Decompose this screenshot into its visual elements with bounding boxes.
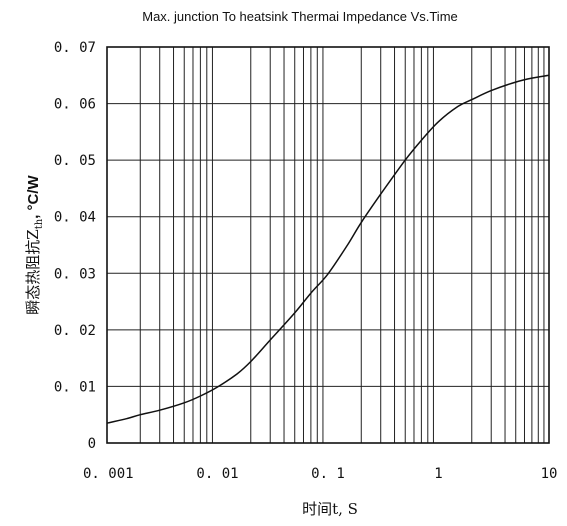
- y-tick-label: 0. 02: [54, 323, 96, 339]
- impedance-curve: [106, 74, 550, 424]
- y-axis-label-main: 瞬态热阻抗Z: [24, 229, 42, 314]
- y-tick-label: 0. 03: [54, 266, 96, 282]
- y-axis-label-unit: , °C/W: [25, 174, 42, 218]
- y-axis-label: 瞬态热阻抗Zth, °C/W: [24, 174, 45, 314]
- x-tick-label: 10: [541, 466, 558, 482]
- x-tick-label: 0. 001: [83, 466, 134, 482]
- x-tick-label: 0. 1: [311, 466, 345, 482]
- y-tick-label: 0: [88, 436, 96, 452]
- plot-frame: [106, 46, 550, 444]
- y-axis-label-subscript: th: [34, 218, 45, 229]
- x-tick-label: 1: [434, 466, 442, 482]
- y-tick-label: 0. 07: [54, 40, 96, 56]
- y-tick-label: 0. 05: [54, 153, 96, 169]
- y-tick-label: 0. 06: [54, 97, 96, 113]
- x-tick-label: 0. 01: [196, 466, 238, 482]
- y-tick-labels: 0 0. 01 0. 02 0. 03 0. 04 0. 05 0. 06 0. 07: [54, 40, 96, 452]
- x-tick-labels: 0. 001 0. 01 0. 1 1 10: [83, 466, 557, 482]
- y-tick-label: 0. 01: [54, 379, 96, 395]
- chart-title: Max. junction To heatsink Thermai Impeda…: [142, 9, 458, 24]
- grid: [107, 47, 549, 443]
- x-axis-label: 时间t, S: [302, 500, 358, 518]
- y-tick-label: 0. 04: [54, 210, 96, 226]
